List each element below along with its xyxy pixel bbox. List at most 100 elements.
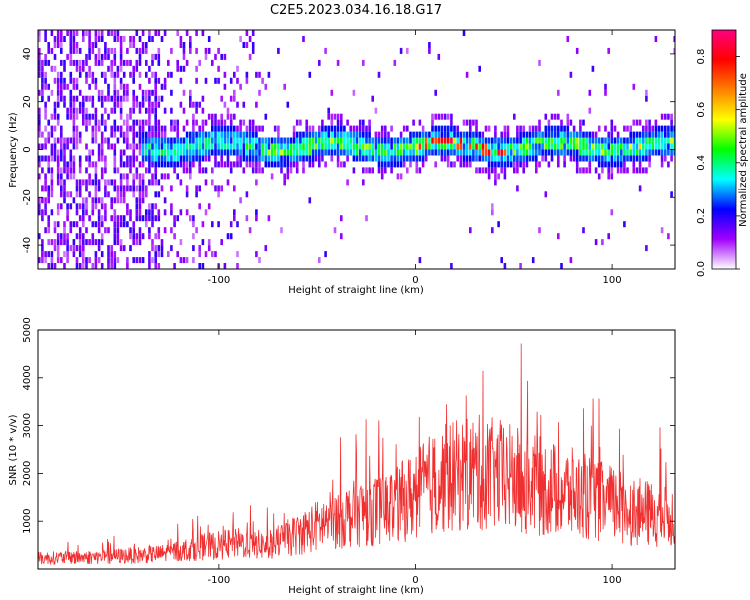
heatmap-cell: [220, 119, 223, 126]
heatmap-cell: [233, 89, 236, 96]
heatmap-cell: [157, 95, 161, 102]
heatmap-cell: [465, 149, 469, 156]
heatmap-cell: [97, 125, 101, 132]
heatmap-cell: [44, 197, 47, 204]
heatmap-cell: [154, 101, 157, 108]
heatmap-cell: [450, 131, 453, 138]
heatmap-cell: [141, 89, 145, 96]
heatmap-cell: [437, 143, 441, 150]
heatmap-cell: [387, 149, 390, 156]
heatmap-cell: [97, 179, 101, 186]
heatmap-cell: [579, 119, 582, 126]
heatmap-cell: [415, 137, 419, 144]
heatmap-cell: [154, 161, 157, 168]
heatmap-cell: [151, 107, 154, 114]
heatmap-cell: [78, 47, 82, 54]
heatmap-cell: [340, 125, 343, 132]
heatmap-cell: [104, 209, 107, 216]
heatmap-cell: [632, 137, 636, 144]
heatmap-cell: [336, 143, 340, 150]
heatmap-cell: [321, 131, 324, 138]
heatmap-cell: [261, 137, 264, 144]
heatmap-cell: [198, 161, 201, 168]
heatmap-cell: [597, 143, 601, 150]
heatmap-cell: [522, 161, 525, 168]
heatmap-cell: [113, 101, 117, 108]
heatmap-cell: [135, 203, 139, 210]
heatmap-cell: [41, 143, 44, 150]
heatmap-cell: [195, 77, 198, 84]
heatmap-cell: [82, 179, 85, 186]
heatmap-cell: [138, 143, 142, 150]
heatmap-cell: [371, 137, 374, 144]
heatmap-cell: [248, 36, 252, 42]
heatmap-cell: [126, 209, 129, 216]
heatmap-cell: [75, 185, 79, 192]
heatmap-cell: [201, 107, 205, 114]
heatmap-cell: [116, 239, 120, 246]
heatmap-cell: [569, 119, 573, 126]
heatmap-cell: [145, 191, 148, 198]
heatmap-cell: [72, 125, 76, 132]
heatmap-cell: [387, 143, 390, 150]
heatmap-cell: [100, 233, 104, 240]
heatmap-cell: [154, 167, 157, 174]
heatmap-cell: [267, 161, 271, 168]
heatmap-cell: [248, 227, 252, 234]
heatmap-cell: [56, 95, 60, 102]
heatmap-cell: [138, 119, 142, 126]
heatmap-cell: [66, 173, 69, 180]
heatmap-cell: [239, 197, 242, 204]
heatmap-cell: [220, 125, 223, 132]
heatmap-cell: [377, 167, 381, 174]
heatmap-cell: [122, 215, 126, 222]
heatmap-cell: [72, 245, 76, 252]
heatmap-cell: [226, 161, 230, 168]
heatmap-cell: [302, 167, 305, 174]
heatmap-cell: [151, 131, 154, 138]
heatmap-cell: [456, 155, 459, 162]
heatmap-cell: [132, 131, 135, 138]
heatmap-cell: [362, 143, 365, 150]
heatmap-cell: [148, 263, 151, 269]
heatmap-cell: [399, 143, 403, 150]
heatmap-cell: [141, 131, 145, 138]
heatmap-cell: [173, 137, 176, 144]
heatmap-cell: [75, 143, 79, 150]
heatmap-cell: [107, 113, 110, 120]
heatmap-cell: [544, 125, 548, 132]
heatmap-cell: [648, 143, 651, 150]
heatmap-cell: [384, 149, 387, 156]
heatmap-cell: [453, 149, 456, 156]
heatmap-cell: [459, 155, 463, 162]
heatmap-cell: [148, 149, 151, 156]
heatmap-cell: [239, 83, 242, 90]
heatmap-cell: [516, 125, 519, 132]
heatmap-cell: [66, 143, 69, 150]
heatmap-cell: [97, 155, 101, 162]
heatmap-cell: [635, 119, 639, 126]
heatmap-cell: [286, 149, 290, 156]
heatmap-cell: [179, 36, 183, 42]
heatmap-cell: [255, 251, 258, 258]
heatmap-cell: [107, 227, 110, 234]
heatmap-cell: [305, 137, 308, 144]
heatmap-cell: [38, 161, 41, 168]
heatmap-cell: [610, 209, 614, 216]
heatmap-cell: [509, 149, 513, 156]
heatmap-cell: [94, 191, 98, 198]
heatmap-cell: [132, 179, 135, 186]
heatmap-cell: [44, 59, 47, 66]
heatmap-cell: [88, 95, 91, 102]
heatmap-cell: [157, 233, 161, 240]
heatmap-cell: [538, 149, 541, 156]
heatmap-cell: [324, 161, 327, 168]
heatmap-cell: [44, 107, 47, 114]
heatmap-cell: [393, 161, 397, 168]
heatmap-cell: [151, 36, 154, 42]
heatmap-cell: [355, 137, 359, 144]
heatmap-cell: [94, 30, 98, 36]
heatmap-cell: [566, 36, 570, 42]
heatmap-cell: [368, 155, 371, 162]
